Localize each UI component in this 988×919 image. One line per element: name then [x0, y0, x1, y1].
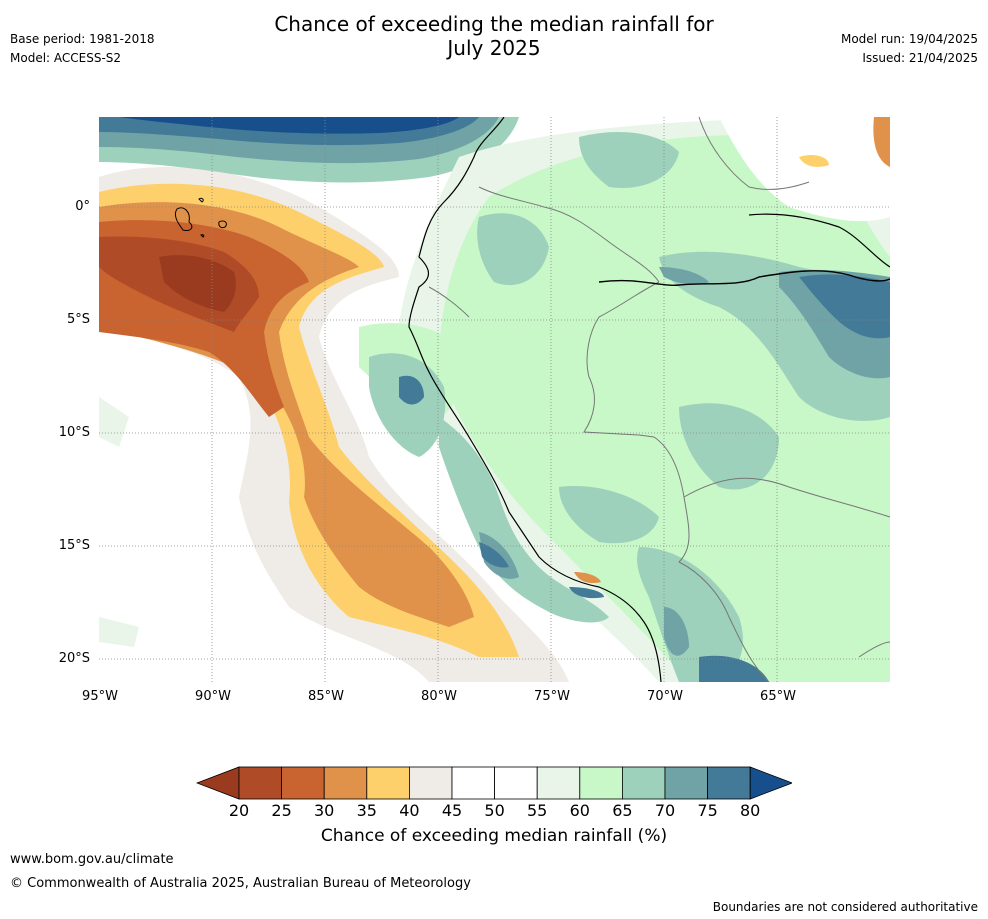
colorbar-label: 75: [697, 801, 718, 820]
colorbar-swatch: [664, 766, 708, 800]
wet-band-andes: [439, 417, 609, 623]
wet-patch-bolivia: [637, 547, 743, 682]
lon-tick-95w: 95°W: [82, 689, 118, 704]
lat-tick-10s: 10°S: [58, 425, 90, 440]
colorbar-swatches: [196, 766, 792, 800]
wet-patch-south-edge: [699, 655, 769, 682]
lon-tick-90w: 90°W: [195, 689, 231, 704]
dry-core-area: [159, 255, 236, 312]
wet-patch-colombia: [579, 132, 679, 188]
website-link[interactable]: www.bom.gov.au/climate: [10, 852, 174, 867]
dry-streak-peru: [574, 572, 601, 584]
wet-amazon-west-patch: [659, 267, 709, 285]
colorbar-label: 30: [314, 801, 335, 820]
colorbar-label: 25: [271, 801, 292, 820]
lat-tick-15s: 15°S: [58, 538, 90, 553]
colorbar-swatch: [408, 766, 453, 800]
issued-date-text: Issued: 21/04/2025: [862, 51, 978, 65]
wet-patch-peru-south: [559, 486, 659, 544]
neutral-northeast-area: [719, 117, 890, 222]
border-ecuador-colombia: [478, 186, 660, 283]
colorbar-label: 40: [399, 801, 420, 820]
lon-tick-75w: 75°W: [534, 689, 570, 704]
border-bolivia-chile: [678, 561, 770, 683]
rainfall-map: [99, 116, 891, 683]
lon-tick-80w: 80°W: [421, 689, 457, 704]
green-southeast-area: [839, 615, 890, 682]
border-colombia-venezuela: [698, 116, 810, 190]
title-line-2: July 2025: [447, 36, 541, 60]
colorbar-swatch: [707, 766, 751, 800]
model-run-text: Model run: 19/04/2025: [840, 32, 978, 46]
lat-tick-5s: 5°S: [66, 312, 90, 327]
dry-north-spot: [799, 154, 829, 167]
title-line-1: Chance of exceeding the median rainfall …: [274, 12, 714, 36]
colorbar-label: 20: [228, 801, 250, 820]
wet-patch-north: [477, 213, 549, 286]
map-title: Chance of exceeding the median rainfall …: [0, 12, 988, 60]
colorbar-swatch: [494, 766, 538, 800]
wet-patch-brazil: [679, 403, 779, 490]
country-boundaries: [428, 116, 891, 683]
wet-patch-bolivia-core: [664, 607, 689, 656]
wet-andes-core: [479, 542, 509, 568]
lon-tick-65w: 65°W: [760, 689, 796, 704]
copyright-text: © Commonwealth of Australia 2025, Austra…: [10, 876, 471, 891]
colorbar-swatch: [579, 766, 623, 800]
wet-streak-peru: [569, 587, 604, 599]
coastline: [408, 116, 662, 683]
colorbar-swatch: [366, 766, 410, 800]
island-isabela: [174, 207, 193, 231]
river-tributary-north: [748, 213, 891, 268]
wet-core-coast: [399, 375, 424, 405]
colorbar-swatch: [323, 766, 368, 800]
base-period-text: Base period: 1981-2018: [10, 32, 155, 46]
wet-amazon-75-80: [799, 274, 890, 339]
galapagos-islands: [174, 197, 227, 238]
rainfall-map-canvas: [99, 116, 891, 683]
colorbar-swatch: [451, 766, 495, 800]
colorbar-label: 65: [612, 801, 633, 820]
lat-tick-20s: 20°S: [58, 651, 90, 666]
colorbar-arrow-high: [749, 766, 792, 800]
colorbar-label: 35: [356, 801, 377, 820]
colorbar-swatch: [621, 766, 666, 800]
colorbar-arrow-low: [196, 766, 240, 800]
colorbar-label: 80: [740, 801, 761, 820]
dry-northeast-patch: [873, 117, 890, 167]
border-peru-brazil: [583, 281, 660, 438]
colorbar-label: 45: [441, 801, 463, 820]
border-ecuador-peru: [428, 286, 470, 318]
colorbar-title: Chance of exceeding median rainfall (%): [320, 826, 668, 846]
colorbar: [196, 766, 792, 800]
colorbar-swatch: [238, 766, 282, 800]
island-santa-cruz: [218, 220, 227, 229]
map-gridlines: [99, 117, 890, 682]
model-name-text: Model: ACCESS-S2: [10, 51, 122, 65]
wet-patch-coast: [369, 353, 446, 457]
ocean-light-green-patch: [99, 397, 129, 447]
colorbar-label: 70: [654, 801, 676, 820]
border-bolivia-brazil: [683, 477, 891, 518]
disclaimer-text: Boundaries are not considered authoritat…: [712, 900, 978, 914]
colorbar-swatch: [536, 766, 581, 800]
lon-tick-85w: 85°W: [308, 689, 344, 704]
lat-tick-0: 0°: [75, 199, 90, 214]
amazon-river: [598, 270, 891, 286]
ocean-light-green-patch-south: [99, 617, 139, 647]
ocean-neutral-area: [99, 357, 529, 682]
island-south: [200, 234, 205, 238]
island-north: [198, 197, 204, 203]
wet-above-80-northwest: [119, 117, 459, 134]
colorbar-swatch: [281, 766, 325, 800]
border-southeast: [858, 641, 891, 658]
colorbar-label: 60: [569, 801, 590, 820]
lon-tick-70w: 70°W: [647, 689, 683, 704]
colorbar-label: 55: [527, 801, 548, 820]
colorbar-label: 50: [484, 801, 505, 820]
